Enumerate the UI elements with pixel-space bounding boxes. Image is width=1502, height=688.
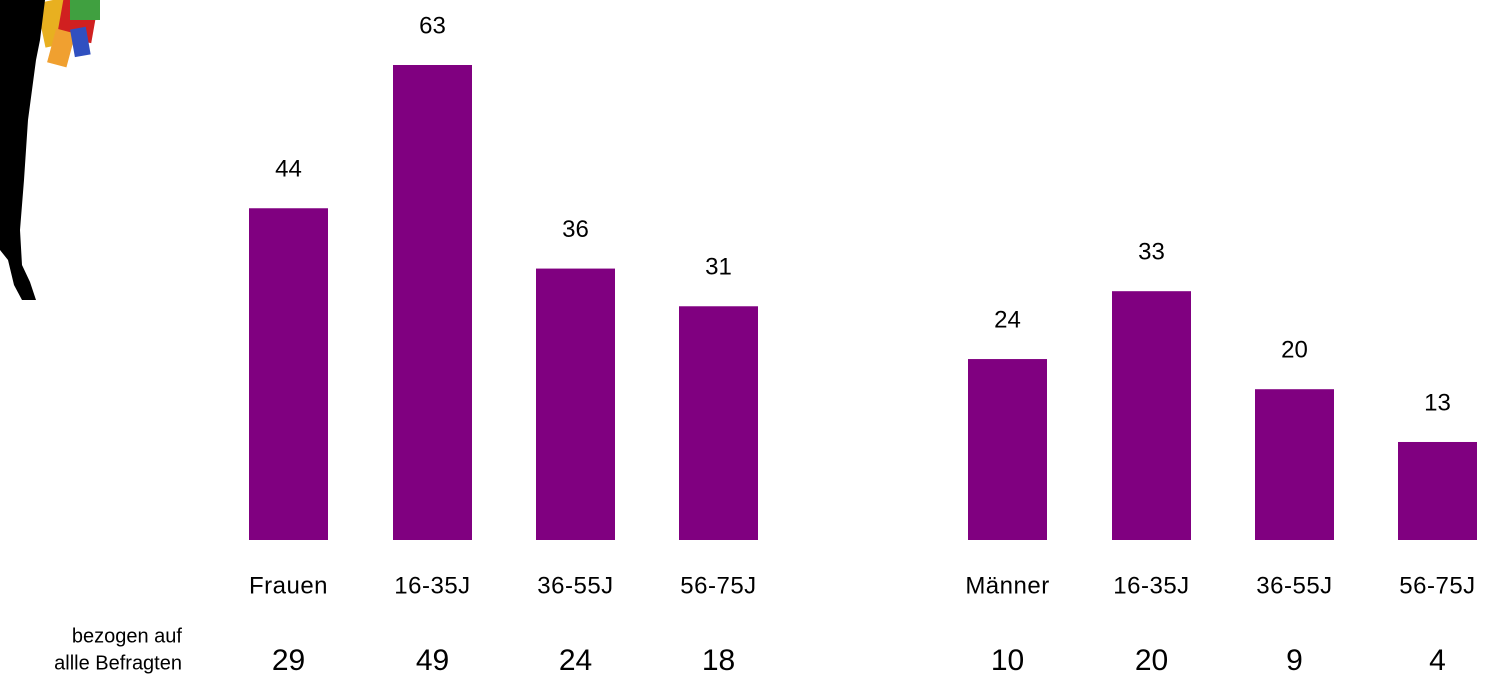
x-tick-label: Frauen — [249, 572, 328, 599]
value-label: 36 — [562, 216, 589, 243]
bar — [679, 306, 758, 540]
footer-label: bezogen auf — [72, 625, 183, 647]
value-label: 33 — [1138, 239, 1165, 266]
footer-value: 18 — [702, 644, 735, 677]
bar — [1398, 441, 1477, 540]
bar — [393, 65, 472, 540]
value-label: 63 — [419, 12, 446, 39]
x-tick-label: 16-35J — [1113, 572, 1189, 599]
footer-value: 24 — [559, 644, 592, 677]
value-label: 31 — [705, 254, 732, 281]
x-tick-label: 56-75J — [1399, 572, 1475, 599]
value-label: 24 — [994, 306, 1021, 333]
bar — [1112, 291, 1191, 540]
x-tick-label: 56-75J — [680, 572, 756, 599]
illustration — [0, 0, 100, 300]
footer-value: 29 — [272, 644, 305, 677]
footer-value: 4 — [1429, 644, 1446, 677]
footer-value: 10 — [991, 644, 1024, 677]
bar — [1255, 389, 1334, 540]
footer-value: 20 — [1135, 644, 1168, 677]
bar — [536, 268, 615, 540]
footer-label: allle Befragten — [54, 652, 182, 674]
footer-value: 9 — [1286, 644, 1303, 677]
bar — [968, 359, 1047, 540]
x-tick-label: 36-55J — [1256, 572, 1332, 599]
x-tick-label: 16-35J — [394, 572, 470, 599]
x-tick-label: Männer — [965, 572, 1049, 599]
value-label: 20 — [1281, 337, 1308, 364]
footer-value: 49 — [416, 644, 449, 677]
x-tick-label: 36-55J — [537, 572, 613, 599]
value-label: 13 — [1424, 389, 1451, 416]
bar — [249, 208, 328, 540]
value-label: 44 — [275, 156, 302, 183]
